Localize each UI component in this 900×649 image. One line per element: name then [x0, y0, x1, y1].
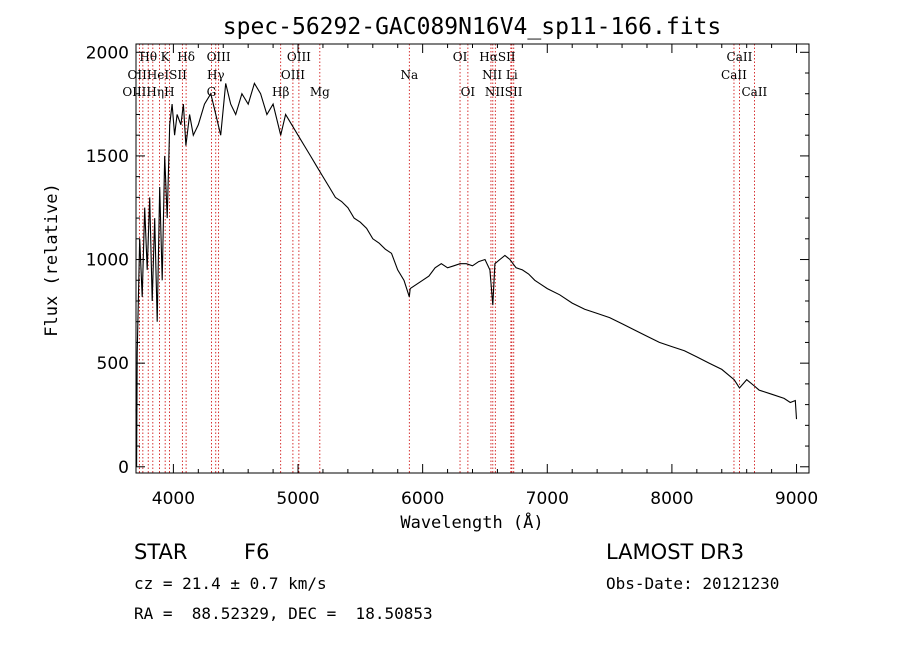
- survey-name: LAMOST DR3: [606, 540, 745, 564]
- obs-date: Obs-Date: 20121230: [606, 574, 780, 593]
- object-subclass: F6: [244, 540, 270, 564]
- spectral-line-label: Hδ: [177, 50, 195, 64]
- x-tick-label: 7000: [526, 489, 569, 509]
- spectral-line-label: OIII: [207, 50, 231, 64]
- x-tick-label: 9000: [775, 489, 818, 509]
- coordinates-text: RA = 88.52329, DEC = 18.50853: [134, 604, 433, 623]
- spectral-line-label: CaII: [741, 85, 767, 99]
- spectral-line-label: Na: [400, 68, 418, 82]
- spectral-line-label: OI: [461, 85, 476, 99]
- spectral-line-label: NII Li: [482, 68, 518, 82]
- x-tick-label: 8000: [650, 489, 693, 509]
- spectral-line-label: G: [207, 85, 217, 99]
- x-tick-label: 6000: [401, 489, 444, 509]
- x-axis: 4000 5000 6000 7000 8000 9000: [152, 44, 818, 509]
- redshift-text: cz = 21.4 ± 0.7 km/s: [134, 574, 327, 593]
- y-axis: 0 500 1000 1500 2000: [86, 43, 809, 478]
- plot-frame: [135, 43, 810, 474]
- y-tick-label: 0: [118, 458, 129, 478]
- object-class: STAR: [134, 540, 188, 564]
- x-axis-label: Wavelength (Å): [400, 511, 543, 533]
- spectral-line-label: K: [161, 50, 171, 64]
- y-tick-label: 500: [97, 354, 129, 374]
- spectral-line-label: CaII: [721, 68, 747, 82]
- chart-title: spec-56292-GAC089N16V4_sp11-166.fits: [223, 14, 722, 40]
- spectral-line-label: Mg: [310, 85, 330, 99]
- y-tick-label: 2000: [86, 43, 129, 63]
- spectral-line-labels: Hθ K Hδ OIII OIII OI HαSII CaII OIIHeISII Hγ OIII N…: [122, 50, 767, 99]
- y-tick-label: 1500: [86, 147, 129, 167]
- spectral-line-label: OI: [453, 50, 468, 64]
- spectral-line-label: OIII: [281, 68, 305, 82]
- spectral-line-label: OIIHeISII: [128, 68, 188, 82]
- spectral-line-label: Hβ: [272, 85, 289, 99]
- y-axis-label: Flux (relative): [42, 183, 62, 337]
- spectral-line-markers: [138, 44, 755, 473]
- x-tick-label: 4000: [152, 489, 195, 509]
- spectral-line-label: Hγ: [207, 68, 225, 82]
- spectral-line-label: OIII: [287, 50, 311, 64]
- x-tick-label: 5000: [276, 489, 319, 509]
- spectral-line-label: CaII: [727, 50, 753, 64]
- spectral-line-label: OIIIHηH: [122, 85, 174, 99]
- spectral-line-label: Hθ: [139, 50, 157, 64]
- y-tick-label: 1000: [86, 251, 129, 271]
- spectrum-series-line: [135, 82, 798, 467]
- spectral-line-label: NIISII: [485, 85, 523, 99]
- spectral-line-label: HαSII: [479, 50, 516, 64]
